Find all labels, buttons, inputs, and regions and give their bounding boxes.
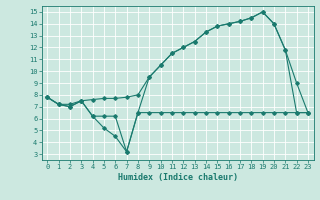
X-axis label: Humidex (Indice chaleur): Humidex (Indice chaleur) [118, 173, 237, 182]
